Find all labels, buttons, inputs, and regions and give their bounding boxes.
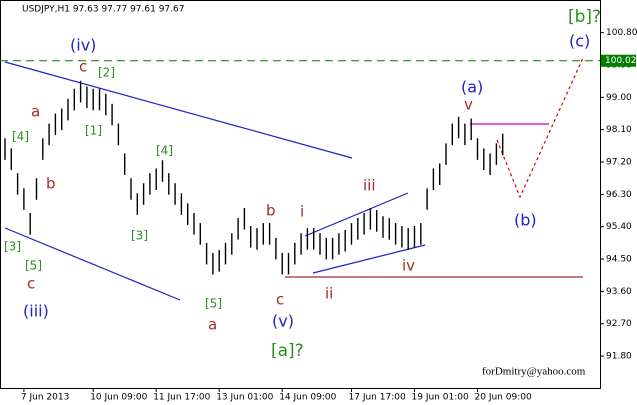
x-tick-label: 17 Jun 17:00: [349, 393, 406, 403]
price-label: 100.02: [605, 56, 637, 66]
x-tick-label: 11 Jun 17:00: [153, 393, 210, 403]
wave-label: [5]: [25, 259, 42, 273]
y-tick-label: 91.80: [606, 352, 632, 362]
wave-label: [4]: [156, 144, 173, 158]
trendlines: [4, 57, 584, 301]
y-tick-label: 98.10: [606, 125, 632, 135]
wave-label: a: [208, 316, 217, 334]
trendline: [4, 61, 353, 159]
x-tick-label: 10 Jun 09:00: [90, 393, 147, 403]
wave-label: [3]: [4, 240, 21, 254]
price-label-box: [601, 54, 636, 67]
x-tick-label: 19 Jun 01:00: [412, 393, 469, 403]
trendline: [304, 192, 409, 237]
x-tick-label: 20 Jun 09:00: [475, 393, 532, 403]
trendline: [4, 227, 181, 301]
annotations: [b]? (c) (iv) c [2] a [4] [1] b [4] [3] …: [4, 7, 601, 378]
x-tick-label: 14 Jun 09:00: [279, 393, 336, 403]
wave-label: (a): [461, 78, 483, 97]
wave-label: c: [79, 58, 87, 76]
chart-title: USDJPY,H1 97.63 97.77 97.61 97.67: [22, 5, 184, 15]
wave-label: [4]: [12, 130, 29, 144]
wave-label: b: [266, 202, 276, 220]
wave-label: (b): [514, 211, 537, 230]
y-tick-label: 100.80: [606, 28, 637, 38]
wave-label: [5]: [205, 297, 222, 311]
wave-label: [3]: [131, 229, 148, 243]
y-tick-label: 96.30: [606, 190, 632, 200]
wave-label: (iv): [70, 36, 96, 55]
projection: [496, 57, 584, 199]
wave-label: a: [31, 103, 40, 121]
wave-label: c: [27, 275, 35, 293]
wave-label: [b]?: [568, 7, 601, 27]
plot-frame: [0, 0, 601, 389]
trendline: [312, 244, 426, 274]
y-tick-label: 99.00: [606, 93, 632, 103]
wave-label: [2]: [98, 66, 115, 80]
wave-label: [1]: [85, 124, 102, 138]
wave-label: b: [46, 175, 56, 193]
x-tick-label: 7 Jun 2013: [21, 393, 69, 403]
watermark: forDmitry@yahoo.com: [482, 366, 586, 378]
y-tick-label: 97.20: [606, 158, 632, 168]
y-tick-label: 95.40: [606, 222, 632, 232]
y-tick-label: 93.60: [606, 287, 632, 297]
wave-label: c: [276, 291, 284, 309]
y-tick-label: 92.70: [606, 319, 632, 329]
wave-label: iv: [402, 257, 415, 275]
y-tick-label: 94.50: [606, 255, 632, 265]
wave-label: (iii): [23, 302, 49, 321]
wave-label: [a]?: [271, 341, 304, 361]
wave-label: (c): [569, 32, 590, 51]
wave-label: iii: [363, 177, 376, 195]
wave-label: ii: [325, 285, 333, 303]
x-tick-label: 13 Jun 01:00: [216, 393, 273, 403]
wave-label: i: [300, 203, 304, 221]
wave-label: (v): [272, 312, 294, 331]
wave-label: v: [464, 96, 473, 114]
